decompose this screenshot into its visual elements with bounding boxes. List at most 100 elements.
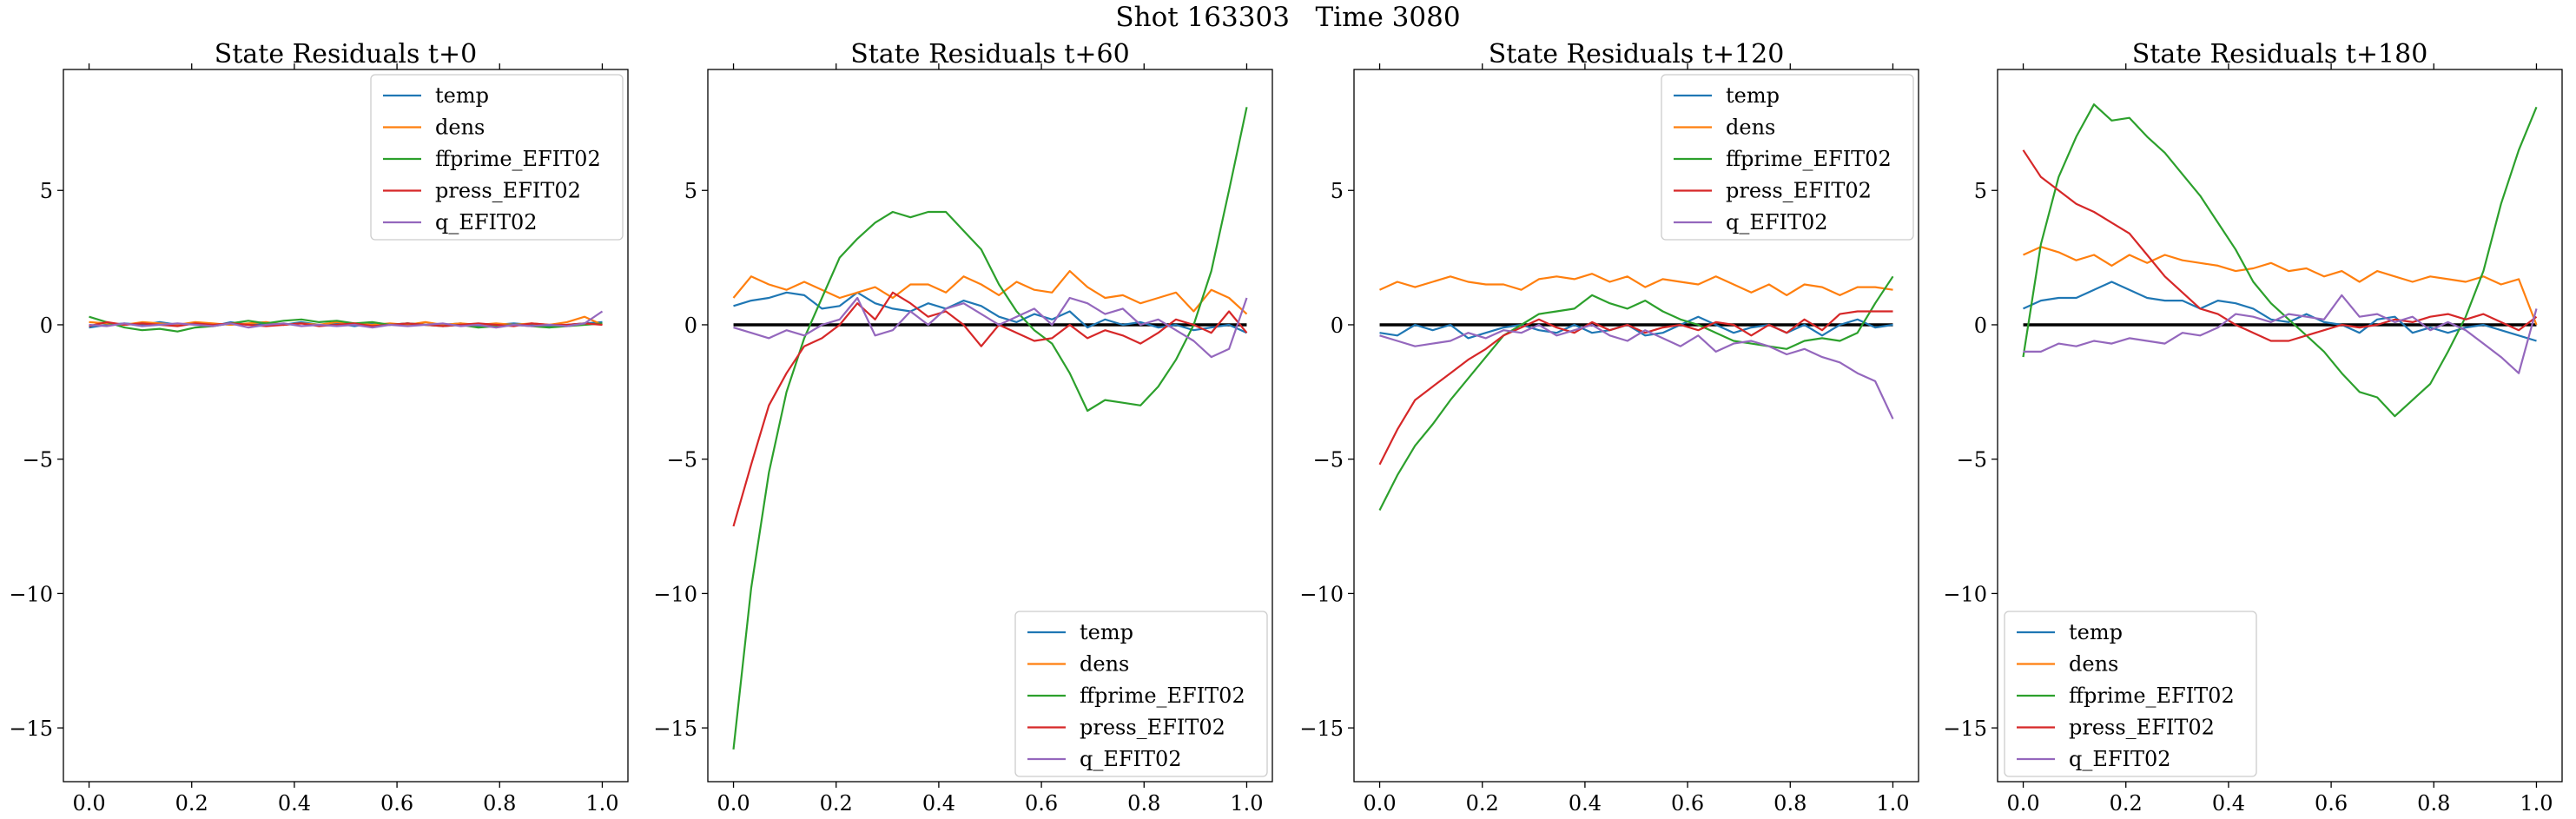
- x-tick-label: 0.2: [1466, 791, 1499, 816]
- y-tick-label: −5: [23, 448, 53, 472]
- series-line-q-efit02: [2023, 294, 2538, 374]
- legend-label: dens: [2069, 652, 2118, 677]
- figure-suptitle: Shot 163303 Time 3080: [1115, 2, 1461, 33]
- legend-label: ffprime_EFIT02: [435, 147, 601, 171]
- subplot-4: State Residuals t+180 0.0 0.2 0.4 0.6 0.8 1.0 −…: [1943, 39, 2563, 816]
- series-line-q-efit02: [1379, 323, 1894, 419]
- x-tick-label: 0.6: [1671, 791, 1704, 816]
- series-line-q-efit02: [89, 310, 604, 329]
- y-tick-label: 5: [40, 179, 53, 203]
- legend: temp dens ffprime_EFIT02 press_EFIT02 q_EFIT…: [1014, 611, 1268, 777]
- legend-label: dens: [1080, 652, 1129, 677]
- legend: temp dens ffprime_EFIT02 press_EFIT02 q_EFIT…: [2004, 611, 2257, 777]
- x-tick-label: 0.6: [1025, 791, 1058, 816]
- legend-box: [1014, 611, 1268, 777]
- series-line-q-efit02: [733, 296, 1248, 359]
- legend: temp dens ffprime_EFIT02 press_EFIT02 q_EFIT…: [1661, 74, 1914, 241]
- legend-label: temp: [1080, 620, 1133, 644]
- x-tick-label: 0.2: [2110, 791, 2143, 816]
- legend-label: press_EFIT02: [435, 179, 581, 203]
- legend-box: [1661, 74, 1914, 241]
- x-tick-label: 0.0: [1363, 791, 1396, 816]
- series-line-ffprime-efit02: [1378, 275, 1894, 511]
- x-tick-label: 1.0: [2520, 791, 2553, 816]
- y-tick-label: −15: [1943, 717, 1987, 741]
- y-tick-label: −10: [9, 582, 53, 606]
- x-tick-label: 0.0: [2006, 791, 2039, 816]
- y-tick-label: 5: [684, 179, 697, 203]
- legend-label: ffprime_EFIT02: [2069, 684, 2235, 708]
- legend-label: ffprime_EFIT02: [1080, 684, 1245, 708]
- y-tick-label: 0: [1974, 314, 1987, 338]
- x-tick-label: 0.4: [1569, 791, 1602, 816]
- subplot-2: State Residuals t+60 0.0 0.2 0.4 0.6 0.8 1.0 −1…: [653, 39, 1273, 816]
- x-tick-label: 0.2: [175, 791, 208, 816]
- legend-label: temp: [435, 83, 489, 108]
- legend-label: dens: [435, 116, 485, 140]
- x-tick-label: 0.0: [72, 791, 105, 816]
- x-tick-label: 0.2: [820, 791, 853, 816]
- y-tick-label: −15: [9, 717, 53, 741]
- axes-frame: [707, 69, 1273, 783]
- series-line-press-efit02: [2022, 149, 2538, 342]
- y-tick-label: −10: [1299, 582, 1344, 606]
- y-tick-label: −5: [1313, 448, 1344, 472]
- x-tick-label: 0.6: [2315, 791, 2348, 816]
- series-line-dens: [2023, 246, 2538, 326]
- legend-label: q_EFIT02: [1726, 210, 1828, 234]
- series-line-press-efit02: [732, 291, 1248, 527]
- x-tick-label: 0.8: [2417, 791, 2450, 816]
- x-tick-label: 0.0: [717, 791, 750, 816]
- y-tick-label: −5: [1957, 448, 1987, 472]
- legend-label: ffprime_EFIT02: [1726, 147, 1892, 171]
- y-tick-label: −10: [653, 582, 697, 606]
- x-tick-label: 0.8: [483, 791, 516, 816]
- legend-label: press_EFIT02: [1726, 179, 1872, 203]
- series-line-dens: [1379, 273, 1893, 296]
- series-line-dens: [732, 270, 1248, 315]
- subplot-title: State Residuals t+0: [215, 39, 477, 69]
- axes-frame: [63, 69, 629, 783]
- y-tick-label: 0: [1331, 314, 1344, 338]
- legend: temp dens ffprime_EFIT02 press_EFIT02 q_EFIT…: [370, 74, 624, 241]
- series-line-temp: [1379, 315, 1893, 340]
- y-tick-label: 5: [1331, 179, 1344, 203]
- subplot-title: State Residuals t+120: [1489, 39, 1785, 69]
- legend-label: q_EFIT02: [435, 210, 538, 234]
- series-line-temp: [2023, 281, 2537, 342]
- y-tick-label: −15: [1299, 717, 1344, 741]
- axes-frame: [1353, 69, 1919, 783]
- y-tick-label: 0: [40, 314, 53, 338]
- y-tick-label: −5: [667, 448, 697, 472]
- y-tick-label: −15: [653, 717, 697, 741]
- x-tick-label: 0.6: [380, 791, 413, 816]
- x-tick-label: 1.0: [1876, 791, 1909, 816]
- x-tick-label: 0.4: [278, 791, 311, 816]
- legend-label: temp: [1726, 83, 1780, 108]
- x-tick-label: 1.0: [1230, 791, 1263, 816]
- y-tick-label: 0: [684, 314, 697, 338]
- legend-label: press_EFIT02: [2069, 716, 2215, 740]
- subplot-3: State Residuals t+120 0.0 0.2 0.4 0.6 0.8 1.0 −…: [1299, 39, 1919, 816]
- legend-box: [2004, 611, 2257, 777]
- x-tick-label: 0.4: [2212, 791, 2245, 816]
- series-line-ffprime-efit02: [732, 107, 1248, 750]
- y-tick-label: −10: [1943, 582, 1987, 606]
- x-tick-label: 0.4: [922, 791, 955, 816]
- x-tick-label: 0.8: [1773, 791, 1807, 816]
- legend-label: dens: [1726, 116, 1775, 140]
- y-tick-label: 5: [1974, 179, 1987, 203]
- subplot-title: State Residuals t+60: [850, 39, 1129, 69]
- x-tick-label: 1.0: [585, 791, 618, 816]
- legend-label: temp: [2069, 620, 2123, 644]
- legend-box: [370, 74, 624, 241]
- axes-frame: [1997, 69, 2563, 783]
- series-line-press-efit02: [1378, 310, 1893, 466]
- legend-label: q_EFIT02: [1080, 747, 1182, 771]
- legend-label: q_EFIT02: [2069, 747, 2171, 771]
- series-line-ffprime-efit02: [2022, 103, 2538, 418]
- x-tick-label: 0.8: [1127, 791, 1160, 816]
- subplot-title: State Residuals t+180: [2132, 39, 2428, 69]
- subplot-1: State Residuals t+0 0.0 0.2 0.4 0.6 0.8 1.0 −15…: [9, 39, 629, 816]
